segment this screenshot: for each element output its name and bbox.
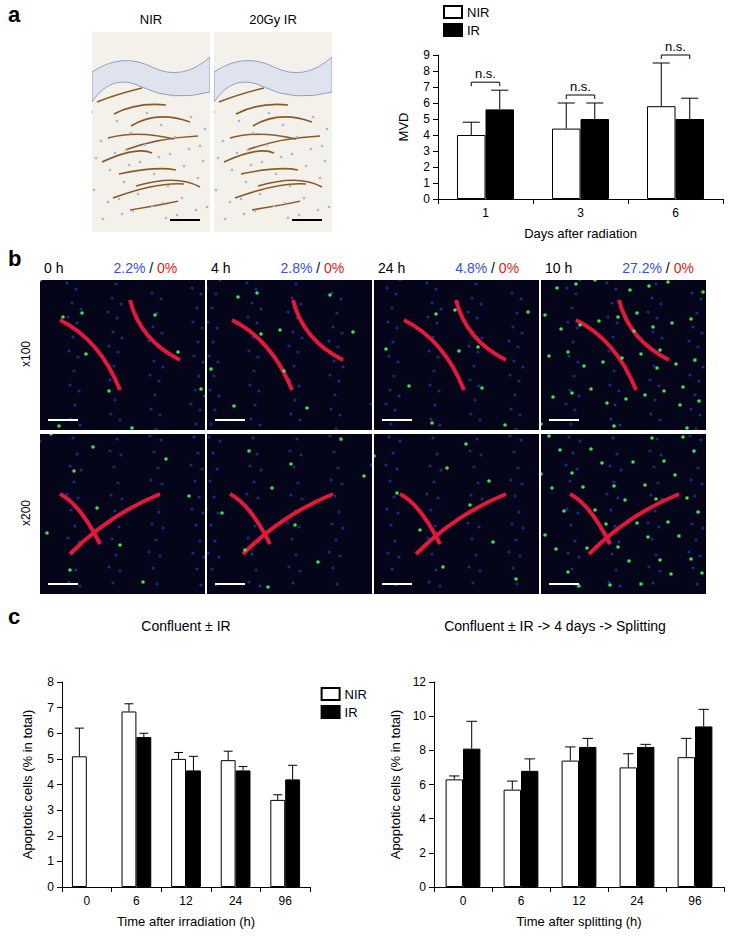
svg-text:Confluent ± IR: Confluent ± IR	[141, 618, 230, 634]
html-text:24 h: 24 h	[378, 260, 406, 276]
svg-text:6: 6	[672, 206, 679, 220]
svg-text:3: 3	[423, 144, 430, 158]
svg-text:6: 6	[47, 726, 54, 740]
svg-text:IR: IR	[467, 23, 480, 38]
svg-text:10: 10	[413, 709, 427, 723]
svg-text:Apoptotic cells (% in total): Apoptotic cells (% in total)	[388, 710, 403, 860]
svg-text:n.s.: n.s.	[665, 39, 686, 54]
svg-text:IR: IR	[345, 705, 358, 720]
svg-text:8: 8	[419, 743, 426, 757]
svg-text:0: 0	[83, 894, 90, 908]
svg-text:2: 2	[47, 829, 54, 843]
svg-text:3: 3	[577, 206, 584, 220]
svg-text:Confluent ± IR -> 4 days -> Sp: Confluent ± IR -> 4 days -> Splitting	[444, 618, 666, 634]
html-text:4.8% / 0%: 4.8% / 0%	[455, 260, 520, 276]
svg-text:24: 24	[229, 894, 243, 908]
html-text:c: c	[8, 604, 21, 629]
svg-text:24: 24	[630, 894, 644, 908]
svg-text:n.s.: n.s.	[475, 66, 496, 81]
html-text:2.8% / 0%: 2.8% / 0%	[280, 260, 345, 276]
svg-text:4: 4	[419, 812, 426, 826]
svg-text:6: 6	[423, 96, 430, 110]
svg-text:6: 6	[419, 778, 426, 792]
svg-text:6: 6	[133, 894, 140, 908]
svg-text:2: 2	[423, 160, 430, 174]
html-text:a: a	[8, 2, 21, 27]
html-text:b: b	[8, 246, 22, 271]
svg-text:96: 96	[688, 894, 702, 908]
svg-text:1: 1	[47, 854, 54, 868]
html-text:NIR: NIR	[139, 12, 163, 27]
svg-text:4: 4	[47, 778, 54, 792]
html-text:2.2% / 0%: 2.2% / 0%	[113, 260, 178, 276]
svg-text:0: 0	[47, 880, 54, 894]
svg-text:7: 7	[423, 80, 430, 94]
svg-text:12: 12	[179, 894, 193, 908]
svg-text:5: 5	[47, 752, 54, 766]
html-text:0 h: 0 h	[44, 260, 64, 276]
svg-text:7: 7	[47, 701, 54, 715]
svg-text:Apoptotic cells (% in total): Apoptotic cells (% in total)	[20, 710, 35, 860]
svg-text:Days after radiation: Days after radiation	[524, 226, 637, 241]
svg-text:NIR: NIR	[345, 687, 367, 702]
svg-text:0: 0	[460, 894, 467, 908]
html-text:4 h: 4 h	[211, 260, 231, 276]
svg-text:12: 12	[572, 894, 586, 908]
svg-text:8: 8	[47, 675, 54, 689]
svg-text:Time after splitting (h): Time after splitting (h)	[516, 914, 641, 929]
svg-text:5: 5	[423, 112, 430, 126]
svg-text:Time after irradiation (h): Time after irradiation (h)	[117, 914, 255, 929]
svg-text:9: 9	[423, 48, 430, 62]
svg-text:0: 0	[423, 192, 430, 206]
svg-text:96: 96	[279, 894, 293, 908]
svg-text:0: 0	[419, 880, 426, 894]
svg-text:n.s.: n.s.	[570, 79, 591, 94]
html-text:x200: x200	[19, 500, 33, 526]
html-text:10 h: 10 h	[545, 260, 573, 276]
html-text:27.2% / 0%: 27.2% / 0%	[622, 260, 694, 276]
svg-text:6: 6	[518, 894, 525, 908]
html-text:20Gy IR: 20Gy IR	[249, 12, 297, 27]
svg-text:3: 3	[47, 803, 54, 817]
svg-text:NIR: NIR	[467, 5, 489, 20]
html-text:x100: x100	[19, 341, 33, 367]
svg-text:2: 2	[419, 846, 426, 860]
svg-text:8: 8	[423, 64, 430, 78]
svg-text:1: 1	[482, 206, 489, 220]
svg-text:4: 4	[423, 128, 430, 142]
svg-text:12: 12	[413, 675, 427, 689]
svg-text:MVD: MVD	[396, 113, 411, 142]
svg-text:1: 1	[423, 176, 430, 190]
